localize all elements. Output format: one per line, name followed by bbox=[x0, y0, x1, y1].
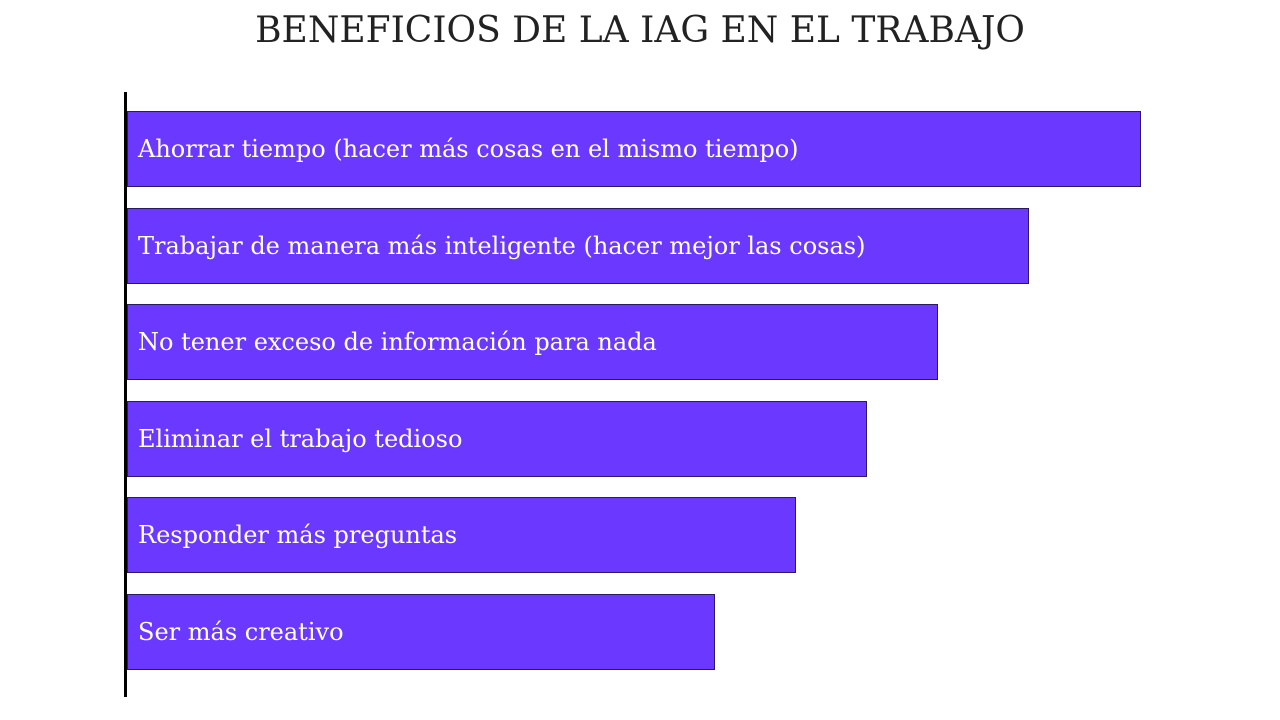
bar-label-4: Eliminar el trabajo tedioso bbox=[138, 425, 463, 453]
bar-label-5: Responder más preguntas bbox=[138, 521, 458, 549]
bar-label-1: Ahorrar tiempo (hacer más cosas en el mi… bbox=[138, 135, 799, 163]
bar-4: Eliminar el trabajo tedioso bbox=[127, 401, 867, 477]
bar-6: Ser más creativo bbox=[127, 594, 715, 670]
bar-label-2: Trabajar de manera más inteligente (hace… bbox=[138, 232, 866, 260]
bar-2: Trabajar de manera más inteligente (hace… bbox=[127, 208, 1029, 284]
chart-title: BENEFICIOS DE LA IAG EN EL TRABAJO bbox=[255, 10, 1025, 51]
bar-label-6: Ser más creativo bbox=[138, 618, 344, 646]
bar-5: Responder más preguntas bbox=[127, 497, 796, 573]
bar-3: No tener exceso de información para nada bbox=[127, 304, 938, 380]
bar-1: Ahorrar tiempo (hacer más cosas en el mi… bbox=[127, 111, 1141, 187]
bar-label-3: No tener exceso de información para nada bbox=[138, 328, 657, 356]
y-axis-line bbox=[124, 92, 127, 697]
